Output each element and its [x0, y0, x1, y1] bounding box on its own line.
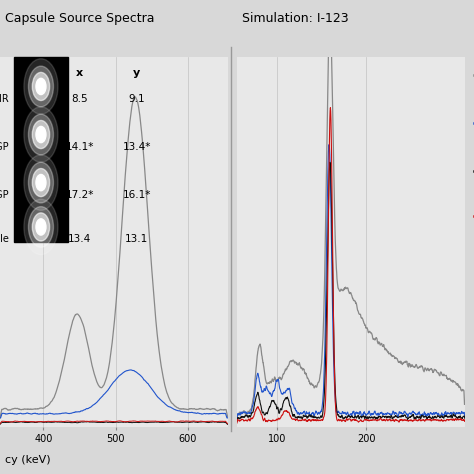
Text: 13.4*: 13.4* — [122, 142, 151, 152]
Text: Simulation: I-123: Simulation: I-123 — [242, 12, 348, 25]
Circle shape — [28, 162, 54, 203]
Circle shape — [36, 219, 46, 235]
Text: hole: hole — [0, 234, 9, 244]
Circle shape — [36, 78, 46, 95]
Circle shape — [28, 114, 54, 155]
Circle shape — [28, 207, 54, 247]
Text: 13.4: 13.4 — [68, 234, 91, 244]
Circle shape — [32, 213, 50, 241]
Text: EGP: EGP — [0, 142, 9, 152]
Text: 13.1: 13.1 — [125, 234, 148, 244]
Text: -HR: -HR — [0, 94, 9, 104]
Circle shape — [32, 73, 50, 100]
Circle shape — [24, 59, 58, 114]
Text: EGP: EGP — [0, 190, 9, 200]
Text: 14.1*: 14.1* — [65, 142, 94, 152]
Circle shape — [24, 155, 58, 210]
Text: 17.2*: 17.2* — [65, 190, 94, 200]
Circle shape — [24, 107, 58, 162]
Text: 8.5: 8.5 — [71, 94, 88, 104]
Text: Capsule Source Spectra: Capsule Source Spectra — [5, 12, 154, 25]
Text: cy (keV): cy (keV) — [5, 455, 50, 465]
Bar — [14, 57, 68, 242]
Circle shape — [32, 120, 50, 148]
Circle shape — [36, 174, 46, 191]
Text: y: y — [133, 68, 140, 78]
Circle shape — [24, 199, 58, 255]
Circle shape — [32, 169, 50, 197]
Text: 9.1: 9.1 — [128, 94, 145, 104]
Circle shape — [36, 127, 46, 143]
Text: 16.1*: 16.1* — [122, 190, 151, 200]
Text: x: x — [76, 68, 83, 78]
Circle shape — [28, 66, 54, 107]
